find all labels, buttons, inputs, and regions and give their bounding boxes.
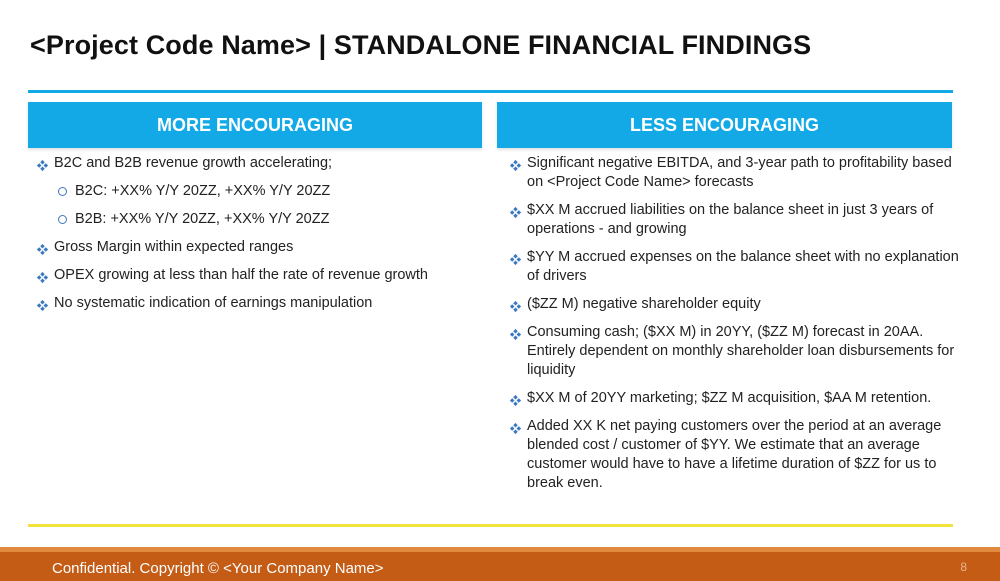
- bullet-text: B2C and B2B revenue growth accelerating;: [54, 155, 333, 171]
- title-divider: [28, 90, 953, 93]
- circle-bullet-icon: [58, 215, 67, 224]
- diamond-bullet-icon: [509, 158, 522, 172]
- bullet-text: B2C: +XX% Y/Y 20ZZ, +XX% Y/Y 20ZZ: [75, 183, 331, 199]
- bullet-item: OPEX growing at less than half the rate …: [36, 266, 477, 285]
- footer-bar: Confidential. Copyright © <Your Company …: [0, 547, 1000, 581]
- bullet-text: OPEX growing at less than half the rate …: [54, 267, 428, 283]
- diamond-bullet-icon: [36, 158, 49, 172]
- bullet-text: Significant negative EBITDA, and 3-year …: [527, 155, 952, 190]
- bullet-text: $XX M accrued liabilities on the balance…: [527, 202, 934, 237]
- bullet-item: Added XX K net paying customers over the…: [509, 417, 960, 493]
- bullet-item: Consuming cash; ($XX M) in 20YY, ($ZZ M)…: [509, 323, 960, 380]
- diamond-bullet-icon: [36, 242, 49, 256]
- bullet-item: $XX M of 20YY marketing; $ZZ M acquisiti…: [509, 389, 960, 408]
- bullet-item: B2C: +XX% Y/Y 20ZZ, +XX% Y/Y 20ZZ: [37, 182, 477, 201]
- less-encouraging-list: Significant negative EBITDA, and 3-year …: [509, 154, 960, 502]
- diamond-bullet-icon: [36, 298, 49, 312]
- bullet-item: B2C and B2B revenue growth accelerating;: [36, 154, 477, 173]
- bullet-item: No systematic indication of earnings man…: [36, 294, 477, 313]
- diamond-bullet-icon: [509, 205, 522, 219]
- bullet-text: No systematic indication of earnings man…: [54, 295, 373, 311]
- diamond-bullet-icon: [509, 252, 522, 266]
- bullet-text: B2B: +XX% Y/Y 20ZZ, +XX% Y/Y 20ZZ: [75, 211, 330, 227]
- diamond-bullet-icon: [509, 299, 522, 313]
- bullet-item: ($ZZ M) negative shareholder equity: [509, 295, 960, 314]
- copyright-text: Confidential. Copyright © <Your Company …: [52, 560, 384, 577]
- bullet-text: $XX M of 20YY marketing; $ZZ M acquisiti…: [527, 390, 932, 406]
- more-encouraging-header: MORE ENCOURAGING: [28, 102, 482, 148]
- bullet-item: Gross Margin within expected ranges: [36, 238, 477, 257]
- bullet-item: Significant negative EBITDA, and 3-year …: [509, 154, 960, 192]
- bullet-text: Consuming cash; ($XX M) in 20YY, ($ZZ M)…: [527, 324, 955, 378]
- more-encouraging-list: B2C and B2B revenue growth accelerating;…: [36, 154, 477, 322]
- slide-title: <Project Code Name> | STANDALONE FINANCI…: [30, 30, 812, 60]
- bullet-text: $YY M accrued expenses on the balance sh…: [527, 249, 959, 284]
- diamond-bullet-icon: [509, 393, 522, 407]
- bullet-item: B2B: +XX% Y/Y 20ZZ, +XX% Y/Y 20ZZ: [37, 210, 477, 229]
- less-encouraging-header: LESS ENCOURAGING: [497, 102, 952, 148]
- diamond-bullet-icon: [36, 270, 49, 284]
- bullet-text: Added XX K net paying customers over the…: [527, 418, 942, 491]
- bullet-item: $XX M accrued liabilities on the balance…: [509, 201, 960, 239]
- bottom-divider: [28, 524, 953, 527]
- bullet-text: ($ZZ M) negative shareholder equity: [527, 296, 761, 312]
- diamond-bullet-icon: [509, 327, 522, 341]
- page-number: 8: [960, 560, 967, 574]
- bullet-item: $YY M accrued expenses on the balance sh…: [509, 248, 960, 286]
- circle-bullet-icon: [58, 187, 67, 196]
- bullet-text: Gross Margin within expected ranges: [54, 239, 294, 255]
- diamond-bullet-icon: [509, 421, 522, 435]
